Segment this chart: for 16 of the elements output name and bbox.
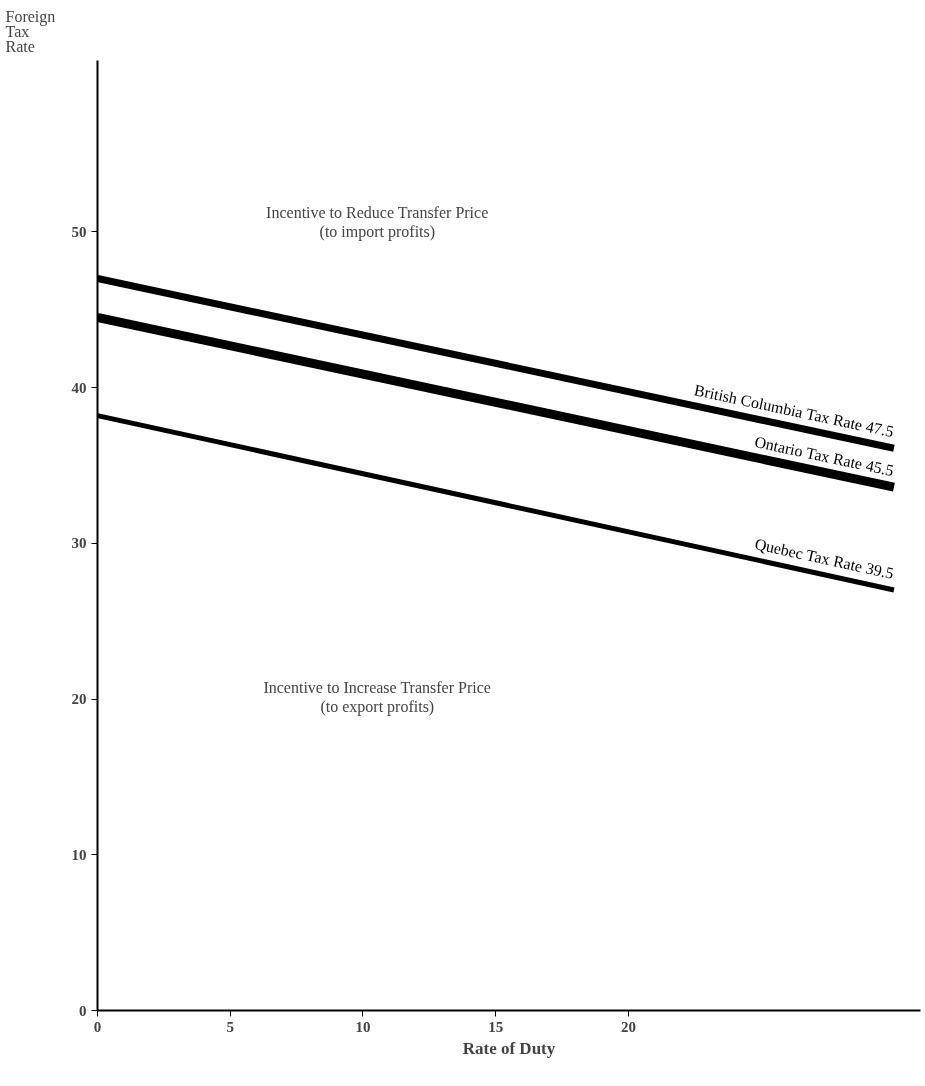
- annotation: Incentive to Increase Transfer Price (to export profits): [263, 679, 491, 716]
- annotation: Incentive to Reduce Transfer Price (to import profits): [266, 204, 489, 241]
- y-tick-label: 0: [79, 1002, 87, 1019]
- y-axis-title: Foreign Tax Rate: [5, 7, 56, 56]
- x-tick-label: 20: [620, 1018, 636, 1035]
- x-tick-label: 5: [226, 1018, 234, 1035]
- x-axis-title: Rate of Duty: [462, 1038, 556, 1058]
- x-tick-label: 10: [355, 1018, 371, 1035]
- y-tick-label: 20: [71, 691, 87, 708]
- y-tick-label: 50: [71, 223, 87, 240]
- y-tick-label: 40: [71, 379, 87, 396]
- y-tick-label: 30: [71, 535, 87, 552]
- text: Quebec Tax Rate 39.5: [753, 535, 896, 582]
- y-tick-label: 10: [71, 846, 87, 863]
- x-tick-label: 0: [93, 1018, 102, 1035]
- x-tick-label: 15: [488, 1018, 504, 1035]
